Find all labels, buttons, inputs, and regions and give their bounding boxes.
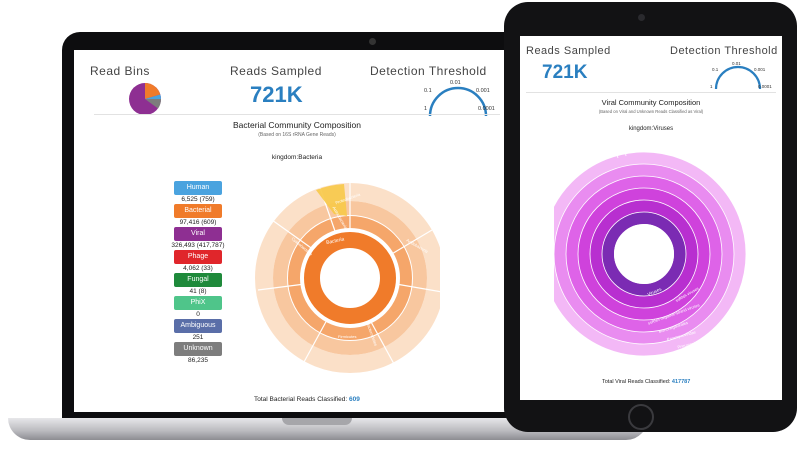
legend-ambiguous-button[interactable]: Ambiguous bbox=[174, 319, 222, 333]
gauge-tick-0-0001: 0.0001 bbox=[478, 106, 495, 112]
legend-phage-button[interactable]: Phage bbox=[174, 250, 222, 264]
bacterial-sunburst-chart[interactable]: Bacteria Proteobacteria Actinobacteria B… bbox=[250, 176, 440, 376]
legend-phage-value: 4,062 (33) bbox=[183, 265, 213, 272]
ring-label-3: Firmicutes bbox=[338, 334, 356, 339]
legend-unknown-button[interactable]: Unknown bbox=[174, 342, 222, 356]
tablet-gauge-tick-0-1: 0.1 bbox=[712, 67, 719, 72]
tablet-chart-subtitle: (Based on Viral and Unknown Reads Classi… bbox=[598, 109, 704, 114]
read-bins-pie-chart[interactable] bbox=[128, 82, 162, 116]
legend-unknown-value: 86,235 bbox=[188, 357, 208, 364]
reads-sampled-value: 721K bbox=[250, 82, 303, 107]
laptop-camera bbox=[369, 38, 376, 45]
legend-viral-button[interactable]: Viral bbox=[174, 227, 222, 241]
legend-human-value: 6,525 (759) bbox=[181, 196, 215, 203]
total-viral-value: 417787 bbox=[671, 379, 691, 385]
laptop-screen: Read Bins Reads Sampled 721K Detection T… bbox=[74, 50, 520, 412]
gauge-tick-1: 1 bbox=[424, 106, 428, 112]
total-viral-label: Total Viral Reads Classified: bbox=[602, 379, 671, 385]
tablet-gauge-tick-0-01: 0.01 bbox=[732, 61, 741, 66]
legend-viral-value: 326,493 (417,787) bbox=[171, 242, 225, 249]
center-label: Bacteria bbox=[326, 236, 345, 246]
tablet-screen: Reads Sampled 721K Detection Threshold 0… bbox=[520, 36, 782, 400]
tablet-ring-label-4: Pneumovirinae bbox=[677, 338, 705, 349]
reads-sampled-label: Reads Sampled bbox=[230, 64, 322, 78]
legend-phix-value: 0 bbox=[196, 311, 200, 318]
tablet-home-button[interactable] bbox=[628, 404, 654, 430]
chart-title: Bacterial Community Composition bbox=[232, 120, 362, 130]
detection-threshold-label: Detection Threshold bbox=[370, 64, 487, 78]
legend-fungal-value: 41 (8) bbox=[189, 288, 207, 295]
gauge-tick-0-01: 0.01 bbox=[450, 80, 461, 86]
gauge-tick-0-1: 0.1 bbox=[424, 88, 432, 94]
tablet-camera bbox=[638, 14, 645, 21]
tablet-header-divider bbox=[526, 92, 776, 93]
tablet-detection-threshold-label: Detection Threshold bbox=[670, 45, 778, 57]
total-viral-reads: Total Viral Reads Classified: 417787 bbox=[602, 379, 690, 385]
legend-bacterial-button[interactable]: Bacterial bbox=[174, 204, 222, 218]
tablet-gauge-tick-0-001: 0.001 bbox=[754, 67, 766, 72]
total-bacterial-reads: Total Bacterial Reads Classified: 609 bbox=[254, 396, 360, 403]
total-bacterial-label: Total Bacterial Reads Classified: bbox=[254, 396, 348, 403]
detection-threshold-gauge[interactable] bbox=[418, 80, 498, 120]
gauge-tick-0-001: 0.001 bbox=[476, 88, 490, 94]
legend-phix-button[interactable]: PhiX bbox=[174, 296, 222, 310]
tablet-center-label: Viruses bbox=[647, 286, 663, 297]
tablet-gauge-tick-1: 1 bbox=[710, 84, 713, 89]
laptop-notch bbox=[282, 418, 352, 425]
tablet-reads-sampled-label: Reads Sampled bbox=[526, 45, 611, 57]
laptop-base bbox=[8, 418, 648, 440]
total-bacterial-value: 609 bbox=[349, 396, 360, 403]
legend-bacterial-value: 97,416 (609) bbox=[179, 219, 217, 226]
legend-human-button[interactable]: Human bbox=[174, 181, 222, 195]
legend-fungal-button[interactable]: Fungal bbox=[174, 273, 222, 287]
chart-subtitle: (Based on 16S rRNA Gene Reads) bbox=[258, 132, 336, 138]
tablet-detection-threshold-gauge[interactable] bbox=[706, 62, 770, 92]
tablet-taxonomy-breadcrumb[interactable]: kingdom:Viruses bbox=[628, 126, 674, 132]
legend-ambiguous-value: 251 bbox=[192, 334, 204, 341]
taxonomy-breadcrumb[interactable]: kingdom:Bacteria bbox=[271, 154, 323, 161]
read-bins-label: Read Bins bbox=[90, 64, 150, 78]
tablet-reads-sampled-value: 721K bbox=[542, 62, 588, 83]
viral-sunburst-chart[interactable]: Viruses ssRNA viruses ssRNA negative-str… bbox=[554, 140, 754, 362]
tablet-gauge-tick-0-0001: 0.0001 bbox=[758, 84, 772, 89]
header-divider bbox=[94, 114, 500, 115]
tablet-chart-title: Viral Community Composition bbox=[601, 98, 701, 107]
